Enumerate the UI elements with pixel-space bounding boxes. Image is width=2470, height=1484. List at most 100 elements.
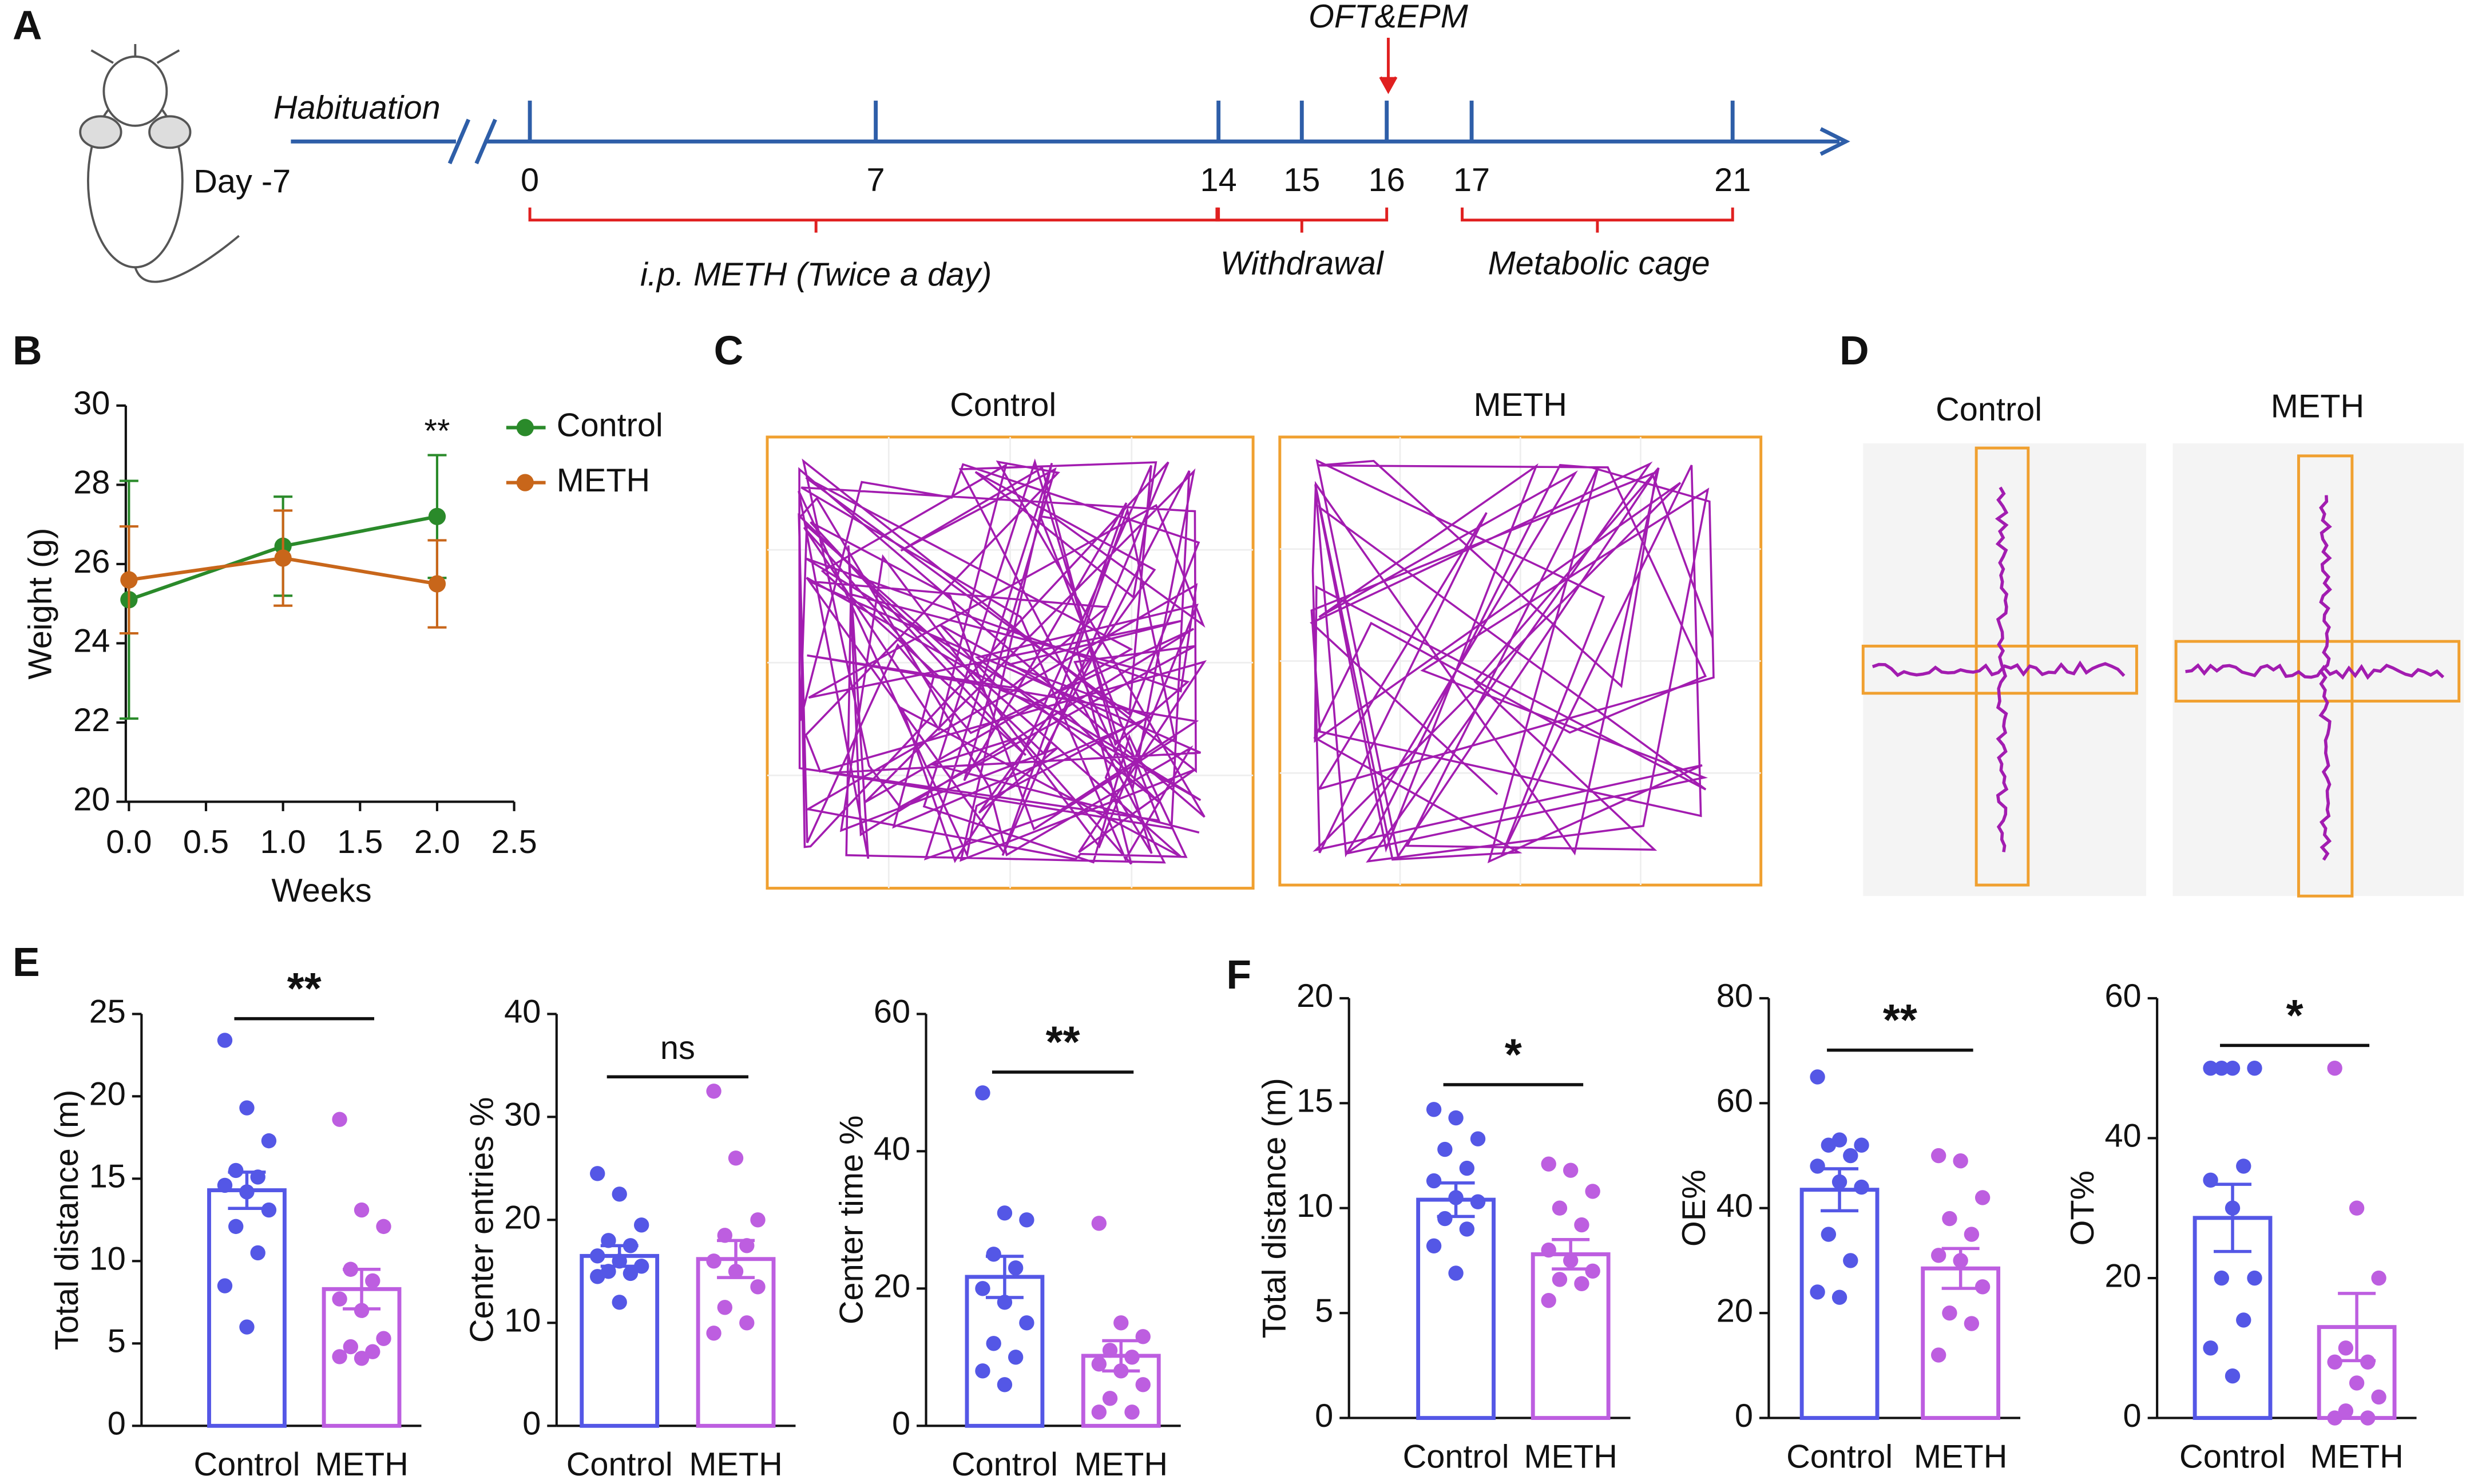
y-axis-label: OE% [1676,1169,1712,1247]
x-tick-label: Control [1403,1438,1509,1475]
phase-label: i.p. METH (Twice a day) [640,256,992,293]
data-point [2236,1158,2251,1174]
x-tick-label: 1.0 [260,824,306,860]
day-label: 16 [1369,162,1405,199]
data-point [1113,1315,1129,1331]
data-point [1942,1305,1957,1321]
day-label: 14 [1200,162,1237,199]
y-axis-label: Weight (g) [22,528,58,680]
data-point [2203,1060,2218,1076]
data-point [750,1212,766,1228]
data-point [1942,1211,1957,1227]
y-tick-label: 0 [2123,1398,2142,1434]
data-point [2247,1060,2262,1076]
data-point [428,507,446,525]
data-point [1810,1069,1825,1085]
y-tick-label: 22 [73,702,110,739]
data-point [997,1377,1013,1392]
phase-label: Metabolic cage [1488,245,1710,282]
data-point [332,1291,347,1307]
data-point [261,1202,277,1218]
data-point [728,1264,744,1279]
panel-label: F [1226,952,1251,998]
legend-label: METH [557,462,650,499]
data-point [986,1336,1001,1351]
day-label: Day -7 [193,164,291,200]
data-point [2371,1270,2386,1286]
data-point [2371,1389,2386,1405]
group-title: METH [2271,388,2364,425]
y-axis-label: Total distance (m) [49,1090,85,1350]
data-point [1821,1137,1837,1153]
y-tick-label: 80 [1716,978,1753,1014]
data-point [354,1351,370,1366]
y-tick-label: 40 [874,1131,910,1168]
data-point [1585,1184,1600,1199]
x-tick-label: Control [193,1446,300,1483]
legend-marker [516,419,534,437]
y-tick-label: 26 [73,543,110,580]
x-tick-label: 0.0 [106,824,152,860]
data-point [2225,1200,2241,1216]
annotation: ** [424,412,450,449]
y-tick-label: 40 [2104,1118,2141,1154]
bar [207,1188,287,1428]
x-tick-label: METH [689,1446,782,1483]
data-point [706,1326,721,1341]
y-tick-label: 28 [73,465,110,501]
habituation-label: Habituation [273,90,441,126]
data-point [717,1300,733,1315]
data-point [261,1133,277,1149]
y-tick-label: 20 [73,781,110,818]
arena-images [766,435,2464,898]
x-tick-label: METH [2310,1438,2403,1475]
data-point [239,1100,255,1116]
significance-label: * [1505,1030,1522,1080]
x-tick-label: METH [1524,1438,1617,1475]
data-point [2349,1200,2365,1216]
timeline-axis [291,118,1850,165]
data-point [2214,1270,2229,1286]
data-point [228,1162,244,1179]
data-point [2214,1060,2229,1076]
data-point [1541,1156,1556,1172]
data-point [120,571,138,589]
data-point [975,1281,990,1296]
data-point [2225,1368,2241,1384]
data-point [623,1265,639,1281]
data-point [1964,1316,1980,1331]
data-point [1437,1141,1453,1157]
trajectory [798,458,1207,865]
data-point [228,1219,244,1235]
y-tick-label: 20 [1297,978,1333,1014]
epm-arm [2297,454,2354,898]
data-point [1135,1329,1151,1344]
data-point [590,1166,605,1181]
trajectory [1995,486,2009,852]
y-tick-label: 20 [504,1200,541,1236]
y-axis-label: Center entries % [464,1097,501,1343]
y-tick-label: 20 [2104,1257,2141,1294]
data-point [1953,1153,1968,1169]
data-point [612,1253,627,1269]
data-point [2338,1403,2354,1419]
data-point [590,1248,605,1264]
data-point [332,1112,347,1127]
panel-label: A [13,2,42,48]
y-tick-label: 10 [504,1303,541,1339]
y-tick-label: 20 [1716,1292,1753,1329]
day-label: 0 [521,162,539,199]
data-point [623,1238,639,1253]
data-point [612,1187,627,1202]
data-point [2338,1340,2354,1356]
y-axis-label: OT% [2064,1170,2101,1245]
data-point [239,1319,255,1335]
data-point [2349,1375,2365,1391]
phase-label: Withdrawal [1220,245,1385,282]
data-point [1541,1242,1556,1258]
bar [1416,1197,1496,1420]
data-point [1843,1148,1858,1164]
y-tick-label: 20 [874,1268,910,1305]
legend-marker [516,474,534,491]
